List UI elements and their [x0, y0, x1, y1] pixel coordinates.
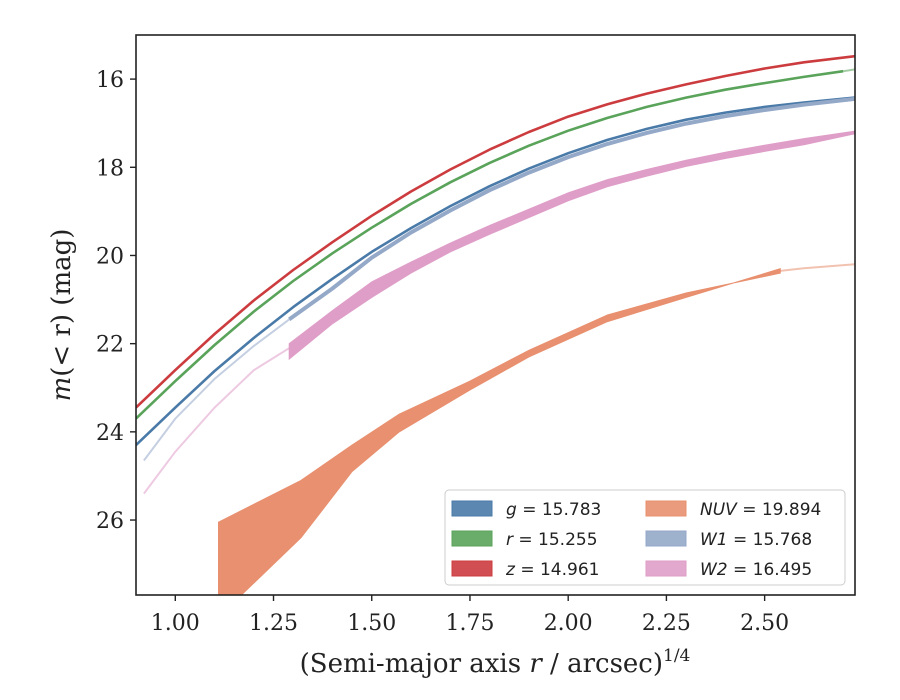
y-tick-label: 22 — [96, 333, 124, 358]
x-axis-label: (Semi-major axis r / arcsec)1/4 — [300, 646, 691, 679]
y-tick-label: 26 — [96, 509, 124, 534]
y-axis-label: m(< r) (mag) — [47, 229, 77, 402]
series-r-line — [136, 69, 844, 420]
series-W1-faint-line — [143, 318, 290, 462]
legend-swatch-NUV — [645, 500, 687, 517]
x-tick-label: 2.50 — [740, 611, 789, 636]
series-g — [136, 96, 855, 447]
legend-label-NUV: NUV = 19.894 — [700, 500, 821, 520]
series-layer — [136, 54, 855, 595]
y-axis: 16 18 20 22 24 26 — [96, 68, 136, 534]
x-tick-label: 2.00 — [544, 611, 593, 636]
series-r — [136, 68, 855, 420]
x-tick-label: 1.00 — [151, 611, 200, 636]
series-W1-line — [288, 96, 855, 322]
legend-label-W2: W2 = 16.495 — [700, 560, 812, 580]
legend-swatch-z — [451, 560, 493, 577]
legend-label-r: r = 15.255 — [506, 530, 598, 550]
series-W1 — [143, 96, 855, 462]
series-r-faint-line — [843, 68, 855, 73]
legend-swatch-r — [451, 530, 493, 547]
legend-swatch-g — [451, 500, 493, 517]
y-tick-label: 20 — [96, 244, 124, 269]
y-tick-label: 16 — [96, 68, 124, 93]
x-tick-label: 2.25 — [642, 611, 691, 636]
series-z — [136, 54, 855, 409]
legend-label-W1: W1 = 15.768 — [700, 530, 812, 550]
series-NUV-band — [218, 268, 781, 595]
series-z-line — [136, 54, 855, 409]
x-tick-label: 1.50 — [347, 611, 396, 636]
x-tick-label: 1.75 — [445, 611, 494, 636]
series-W2 — [143, 130, 855, 495]
x-tick-label: 1.25 — [249, 611, 298, 636]
series-NUV — [218, 263, 855, 595]
y-tick-label: 24 — [96, 421, 124, 446]
legend-frame — [444, 489, 846, 586]
x-axis: 1.00 1.25 1.50 1.75 2.00 2.25 2.50 — [151, 595, 789, 636]
series-W2-faint-line — [143, 347, 290, 495]
series-W2-band — [288, 130, 855, 361]
legend: g = 15.783 r = 15.255 z = 14.961 NUV = 19.8… — [444, 489, 846, 586]
legend-swatch-W1 — [645, 530, 687, 547]
legend-swatch-W2 — [645, 560, 687, 577]
series-g-line — [136, 96, 855, 447]
legend-label-z: z = 14.961 — [505, 560, 599, 580]
plot-frame — [135, 34, 856, 596]
legend-label-g: g = 15.783 — [506, 500, 601, 520]
y-tick-label: 18 — [96, 156, 124, 181]
series-NUV-faint-line — [780, 263, 855, 272]
